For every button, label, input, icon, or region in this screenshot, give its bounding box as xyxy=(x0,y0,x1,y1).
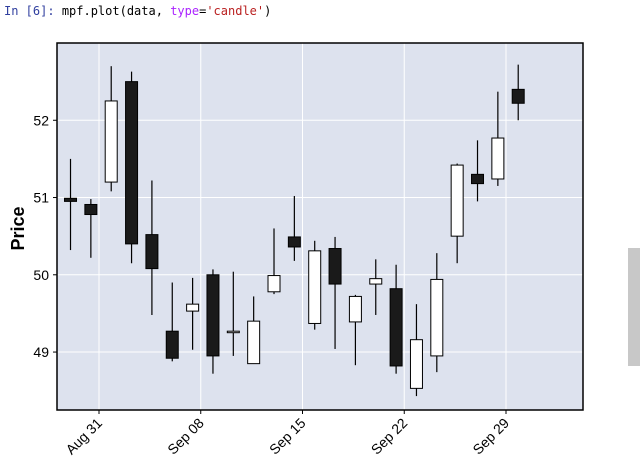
candle-body-down xyxy=(165,330,179,359)
code-suffix: ) xyxy=(264,4,272,18)
candle-body-down xyxy=(206,274,220,357)
candle-body-up xyxy=(491,137,505,180)
candle-body-down xyxy=(84,203,98,216)
candle-body-down xyxy=(389,288,403,367)
candle-body-up xyxy=(369,278,383,285)
candle xyxy=(308,240,322,330)
candle xyxy=(348,294,362,366)
candle xyxy=(84,199,98,258)
candle-body-up xyxy=(409,339,423,389)
candle xyxy=(226,271,240,356)
candle xyxy=(104,66,118,192)
candle xyxy=(165,282,179,362)
y-tick-label: 51 xyxy=(33,190,49,206)
candle-body-down xyxy=(64,197,78,202)
candle-body-up xyxy=(104,100,118,183)
y-tick-label: 52 xyxy=(33,112,49,128)
candle xyxy=(511,64,525,121)
candle xyxy=(247,296,261,365)
candle xyxy=(206,269,220,374)
candle-body-up xyxy=(450,164,464,237)
code-cell[interactable]: In [6]: mpf.plot(data, type='candle') xyxy=(4,4,271,18)
cell-prompt-label: In [6]: xyxy=(4,4,55,18)
candle xyxy=(267,228,281,295)
candles xyxy=(64,64,525,397)
candle xyxy=(369,259,383,315)
candle-body-down xyxy=(328,248,342,285)
candle xyxy=(491,91,505,186)
candle xyxy=(471,140,485,202)
candle-body-up xyxy=(226,330,240,334)
candle xyxy=(430,253,444,373)
plot-frame xyxy=(56,42,584,411)
x-tick-label: Sep 15 xyxy=(266,415,309,458)
x-tick-label: Aug 31 xyxy=(62,415,105,458)
candle-body-up xyxy=(267,275,281,293)
candle-body-down xyxy=(287,236,301,248)
candle-body-down xyxy=(145,234,159,270)
candle xyxy=(125,71,139,264)
candle xyxy=(450,163,464,264)
candle-body-up xyxy=(247,320,261,365)
code-prefix: mpf.plot(data, xyxy=(61,4,171,18)
y-axis: 49 50 51 52 xyxy=(33,112,57,360)
x-tick-label: Sep 29 xyxy=(469,415,512,458)
plot-area xyxy=(57,43,583,410)
y-tick-label: 50 xyxy=(33,267,49,283)
candle xyxy=(389,264,403,374)
candle xyxy=(64,158,78,251)
x-axis: Aug 31 Sep 08 Sep 15 Sep 22 Sep 29 xyxy=(62,410,512,457)
code-string: 'candle' xyxy=(206,4,265,18)
candle-body-down xyxy=(125,81,139,245)
code-eq: = xyxy=(199,4,207,18)
candle xyxy=(287,195,301,261)
scrollbar-thumb[interactable] xyxy=(628,248,640,366)
candle xyxy=(409,304,423,397)
x-tick-label: Sep 08 xyxy=(164,415,207,458)
x-tick-label: Sep 22 xyxy=(368,415,411,458)
code-param: type xyxy=(170,4,200,18)
candle-body-down xyxy=(471,173,485,185)
candle-body-down xyxy=(511,88,525,104)
y-axis-label: Price xyxy=(8,206,28,250)
candle xyxy=(328,236,342,349)
candle xyxy=(186,277,200,350)
candle-body-up xyxy=(430,278,444,357)
y-tick-label: 49 xyxy=(33,344,49,360)
candle-body-up xyxy=(186,303,200,312)
candle-body-up xyxy=(308,250,322,324)
candle-body-up xyxy=(348,295,362,323)
candle xyxy=(145,180,159,315)
